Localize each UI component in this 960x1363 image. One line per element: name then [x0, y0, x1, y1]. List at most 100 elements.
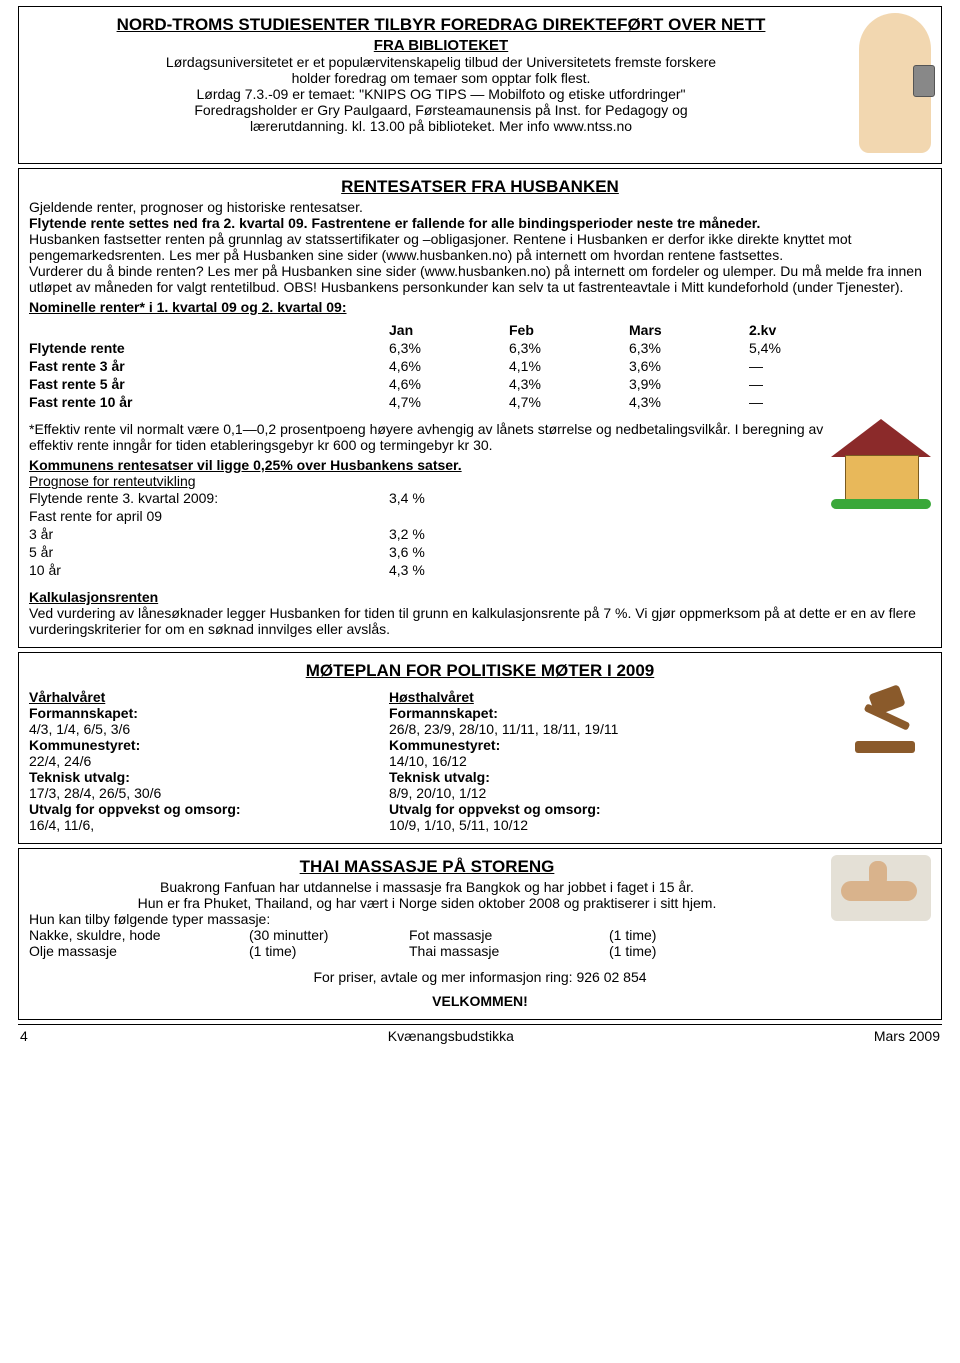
prog-val: 3,2 % — [389, 525, 509, 543]
prog-val: 3,6 % — [389, 543, 509, 561]
rate-hdr-2kv: 2.kv — [749, 321, 869, 339]
rate-cell: 4,7% — [509, 393, 629, 411]
rate-hdr-jan: Jan — [389, 321, 509, 339]
rate-hdr-mars: Mars — [629, 321, 749, 339]
rate-cell: 6,3% — [509, 339, 629, 357]
left-l4: Utvalg for oppvekst og omsorg: — [29, 801, 389, 817]
section2-p3: Husbanken fastsetter renten på grunnlag … — [29, 231, 931, 263]
left-l2: Kommunestyret: — [29, 737, 389, 753]
prog-label: 5 år — [29, 543, 389, 561]
section2-p1: Gjeldende renter, prognoser og historisk… — [29, 199, 931, 215]
clipart-massage — [831, 855, 931, 921]
rate-row-label: Flytende rente — [29, 339, 389, 357]
section4-welcome: VELKOMMEN! — [29, 993, 931, 1009]
moteplan-left-col: Vårhalvåret Formannskapet: 4/3, 1/4, 6/5… — [29, 689, 389, 833]
section1-line3: Lørdag 7.3.-09 er temaet: "KNIPS OG TIPS… — [29, 86, 931, 102]
rate-cell: 4,6% — [389, 375, 509, 393]
page-footer: 4 Kvænangsbudstikka Mars 2009 — [18, 1024, 942, 1044]
section1-line2: holder foredrag om temaer som opptar fol… — [29, 70, 931, 86]
left-h: Vårhalvåret — [29, 689, 389, 705]
rate-cell: 3,9% — [629, 375, 749, 393]
rate-cell: 4,3% — [509, 375, 629, 393]
rate-cell: — — [749, 357, 869, 375]
section1-line4: Foredragsholder er Gry Paulgaard, Første… — [29, 102, 931, 118]
right-l1: Formannskapet: — [389, 705, 835, 721]
rate-cell: 3,6% — [629, 357, 749, 375]
prognose-table: Flytende rente 3. kvartal 2009: 3,4 % Fa… — [29, 489, 825, 579]
rate-cell: 4,6% — [389, 357, 509, 375]
footer-page-number: 4 — [20, 1028, 28, 1044]
m-cell: Fot massasje — [409, 927, 609, 943]
rate-cell: — — [749, 375, 869, 393]
section3-title: MØTEPLAN FOR POLITISKE MØTER I 2009 — [29, 661, 931, 681]
right-h: Høsthalvåret — [389, 689, 835, 705]
left-l1: Formannskapet: — [29, 705, 389, 721]
section4-c1: Buakrong Fanfuan har utdannelse i massas… — [29, 879, 931, 895]
rate-row-label: Fast rente 3 år — [29, 357, 389, 375]
right-v2: 14/10, 16/12 — [389, 753, 835, 769]
section4-title: THAI MASSASJE PÅ STORENG — [29, 857, 931, 877]
rate-cell: 4,3% — [629, 393, 749, 411]
m-cell: Nakke, skuldre, hode — [29, 927, 249, 943]
rate-cell: 4,7% — [389, 393, 509, 411]
section1-title: NORD-TROMS STUDIESENTER TILBYR FOREDRAG … — [29, 15, 931, 35]
clipart-woman-phone — [859, 13, 931, 153]
nominal-heading: Nominelle renter* i 1. kvartal 09 og 2. … — [29, 299, 931, 315]
rate-row-label: Fast rente 10 år — [29, 393, 389, 411]
section1-line1: Lørdagsuniversitetet er et populærvitens… — [29, 54, 931, 70]
right-l3: Teknisk utvalg: — [389, 769, 835, 785]
rate-cell: — — [749, 393, 869, 411]
prog-label: Flytende rente 3. kvartal 2009: — [29, 489, 389, 507]
rate-cell: 4,1% — [509, 357, 629, 375]
prog-val: 3,4 % — [389, 489, 509, 507]
rate-cell: 5,4% — [749, 339, 869, 357]
right-l4: Utvalg for oppvekst og omsorg: — [389, 801, 835, 817]
left-v3: 17/3, 28/4, 26/5, 30/6 — [29, 785, 389, 801]
m-cell: (30 minutter) — [249, 927, 409, 943]
section-moteplan: MØTEPLAN FOR POLITISKE MØTER I 2009 Vårh… — [18, 652, 942, 844]
m-cell: (1 time) — [609, 927, 739, 943]
m-cell: (1 time) — [249, 943, 409, 959]
rate-cell: 6,3% — [389, 339, 509, 357]
section1-subtitle: FRA BIBLIOTEKET — [29, 37, 931, 54]
section-thai-massasje: THAI MASSASJE PÅ STORENG Buakrong Fanfua… — [18, 848, 942, 1020]
section4-c2: Hun er fra Phuket, Thailand, og har vært… — [29, 895, 931, 911]
left-l3: Teknisk utvalg: — [29, 769, 389, 785]
section2-title: RENTESATSER FRA HUSBANKEN — [29, 177, 931, 197]
section2-p4: Vurderer du å binde renten? Les mer på H… — [29, 263, 931, 295]
section-rentesatser: RENTESATSER FRA HUSBANKEN Gjeldende rent… — [18, 168, 942, 648]
right-l2: Kommunestyret: — [389, 737, 835, 753]
kalk-title: Kalkulasjonsrenten — [29, 589, 931, 605]
right-v4: 10/9, 1/10, 5/11, 10/12 — [389, 817, 835, 833]
rate-row-label: Fast rente 5 år — [29, 375, 389, 393]
prog-val — [389, 507, 509, 525]
m-cell: (1 time) — [609, 943, 739, 959]
left-v1: 4/3, 1/4, 6/5, 3/6 — [29, 721, 389, 737]
rate-cell: 6,3% — [629, 339, 749, 357]
clipart-gavel — [841, 683, 931, 753]
prog-label: Fast rente for april 09 — [29, 507, 389, 525]
rate-hdr-feb: Feb — [509, 321, 629, 339]
prog-label: 10 år — [29, 561, 389, 579]
section2-p6: Kommunens rentesatser vil ligge 0,25% ov… — [29, 457, 931, 473]
m-cell: Olje massasje — [29, 943, 249, 959]
right-v1: 26/8, 23/9, 28/10, 11/11, 18/11, 19/11 — [389, 721, 835, 737]
footer-publication: Kvænangsbudstikka — [388, 1028, 514, 1044]
footer-date: Mars 2009 — [874, 1028, 940, 1044]
left-v4: 16/4, 11/6, — [29, 817, 389, 833]
section4-l1: Hun kan tilby følgende typer massasje: — [29, 911, 931, 927]
prog-label: 3 år — [29, 525, 389, 543]
m-cell: Thai massasje — [409, 943, 609, 959]
prog-val: 4,3 % — [389, 561, 509, 579]
moteplan-right-col: Høsthalvåret Formannskapet: 26/8, 23/9, … — [389, 689, 835, 833]
kalk-text: Ved vurdering av lånesøknader legger Hus… — [29, 605, 931, 637]
clipart-house — [831, 419, 931, 509]
left-v2: 22/4, 24/6 — [29, 753, 389, 769]
section-studiesenter: NORD-TROMS STUDIESENTER TILBYR FOREDRAG … — [18, 6, 942, 164]
right-v3: 8/9, 20/10, 1/12 — [389, 785, 835, 801]
massage-table: Nakke, skuldre, hode (30 minutter) Fot m… — [29, 927, 931, 959]
prognose-title: Prognose for renteutvikling — [29, 473, 931, 489]
section4-price: For priser, avtale og mer informasjon ri… — [29, 969, 931, 985]
section2-p2: Flytende rente settes ned fra 2. kvartal… — [29, 215, 931, 231]
section2-p5: *Effektiv rente vil normalt være 0,1—0,2… — [29, 421, 931, 453]
